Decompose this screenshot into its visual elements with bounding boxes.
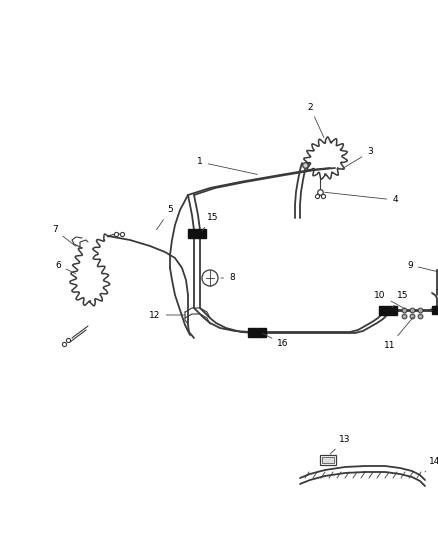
Bar <box>432 306 438 314</box>
Text: 15: 15 <box>392 292 409 308</box>
Bar <box>320 455 336 465</box>
Text: 16: 16 <box>262 333 289 349</box>
Bar <box>188 229 206 238</box>
Text: 1: 1 <box>197 157 257 174</box>
Text: 11: 11 <box>384 317 413 350</box>
Text: 6: 6 <box>55 261 75 274</box>
Bar <box>248 327 266 336</box>
Text: 10: 10 <box>374 290 405 309</box>
Text: 13: 13 <box>330 435 351 454</box>
Text: 8: 8 <box>221 273 235 282</box>
Text: 15: 15 <box>202 214 219 231</box>
Text: 2: 2 <box>307 102 324 138</box>
Bar <box>322 457 334 463</box>
Text: 3: 3 <box>343 148 373 168</box>
Text: 14: 14 <box>425 457 438 472</box>
Text: 5: 5 <box>156 206 173 230</box>
Text: 4: 4 <box>325 192 398 205</box>
Text: 7: 7 <box>52 225 76 246</box>
Bar <box>379 305 397 314</box>
Text: 12: 12 <box>149 311 185 319</box>
Text: 9: 9 <box>407 261 438 272</box>
